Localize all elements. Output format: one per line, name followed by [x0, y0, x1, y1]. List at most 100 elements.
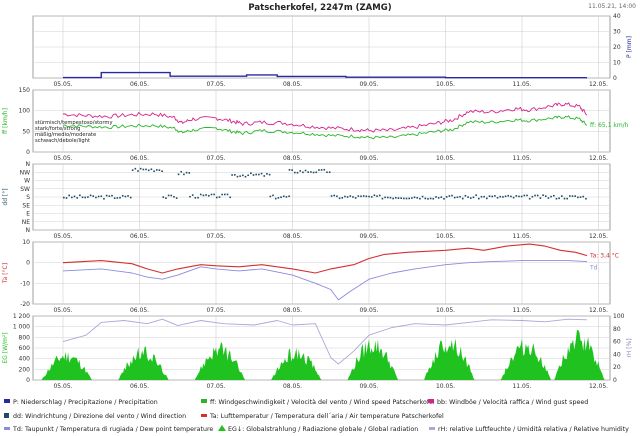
x-tick-label: 05.05. [53, 307, 72, 314]
plot-area [32, 241, 611, 305]
direction-point [81, 196, 84, 199]
legend-swatch-humidity [429, 427, 435, 430]
direction-point [459, 195, 461, 198]
direction-point [424, 197, 427, 200]
direction-point [336, 195, 338, 198]
direction-point [299, 170, 301, 172]
direction-point [561, 195, 563, 197]
direction-point [360, 195, 362, 198]
direction-point [357, 195, 360, 197]
direction-point [397, 197, 400, 199]
direction-point [507, 194, 510, 197]
direction-point [288, 195, 290, 198]
direction-point [381, 197, 384, 200]
direction-point [252, 174, 255, 176]
x-tick-label: 09.05. [359, 155, 378, 162]
direction-point [137, 170, 139, 172]
x-tick-label: 10.05. [436, 383, 455, 390]
x-tick-label: 07.05. [206, 383, 225, 390]
direction-point [239, 175, 241, 177]
direction-point [413, 196, 416, 199]
x-tick-label: 08.05. [283, 233, 302, 240]
direction-point [386, 196, 389, 199]
direction-point [504, 195, 507, 198]
direction-point [131, 169, 134, 171]
y-tick-label: SW [20, 186, 30, 193]
direction-point [496, 196, 499, 199]
y-tick-label: -20 [20, 301, 30, 308]
direction-point [84, 196, 87, 199]
direction-point [344, 195, 346, 198]
direction-point [486, 197, 488, 200]
direction-point [242, 174, 244, 177]
x-tick-label: 10.05. [436, 233, 455, 240]
x-tick-label: 10.05. [436, 307, 455, 314]
temperature-panel: 05.05. 06.05. 07.05. 08.05. 09.05. 10.05. 11.0… [2, 239, 619, 314]
direction-point [403, 197, 405, 200]
x-tick-label: 05.05. [53, 81, 72, 88]
direction-point [563, 197, 566, 200]
direction-point [260, 172, 263, 175]
radiation-day-area [424, 338, 475, 380]
y-tick-label: SE [22, 202, 30, 209]
x-tick-label: 12.05. [589, 233, 608, 240]
direction-point [443, 197, 445, 200]
direction-point [121, 194, 124, 197]
direction-point [129, 196, 132, 199]
direction-point [250, 172, 252, 175]
direction-point [202, 194, 205, 197]
direction-point [579, 196, 582, 198]
direction-point [531, 195, 534, 198]
direction-point [229, 196, 231, 199]
gust-series-line [62, 102, 588, 133]
direction-point [574, 195, 577, 197]
direction-point [528, 197, 531, 200]
x-tick-label: 09.05. [359, 307, 378, 314]
direction-point [97, 195, 100, 198]
direction-point [480, 195, 483, 198]
wind-level-label: stürmisch/tempestoso/stormy [35, 120, 113, 126]
direction-point [124, 195, 127, 198]
direction-point [221, 193, 223, 196]
direction-point [320, 169, 323, 171]
x-tick-label: 06.05. [130, 155, 149, 162]
direction-point [95, 196, 97, 199]
direction-point [142, 168, 145, 171]
direction-point [296, 171, 299, 174]
radiation-day-area [554, 329, 605, 380]
direction-point [255, 173, 257, 176]
direction-point [451, 194, 453, 197]
y-tick-label: N [26, 161, 31, 168]
direction-point [440, 196, 443, 199]
direction-point [226, 193, 229, 196]
direction-point [108, 195, 111, 197]
direction-point [536, 194, 539, 197]
y-tick-label-right: 40 [613, 351, 621, 358]
legend-label-precip: P: Niederschlag / Precipitazione / Preci… [13, 399, 158, 406]
direction-point [165, 197, 167, 200]
direction-point [491, 195, 493, 198]
direction-point [282, 195, 285, 198]
timestamp: 11.05.21, 14:00 [588, 3, 636, 10]
direction-point [68, 194, 70, 197]
direction-point [119, 196, 121, 199]
y-tick-label: 0 [26, 149, 30, 156]
x-tick-label: 05.05. [53, 155, 72, 162]
y-tick-label-right: 100 [613, 313, 625, 320]
direction-point [512, 196, 515, 199]
x-tick-label: 05.05. [53, 233, 72, 240]
x-tick-label: 12.05. [589, 307, 608, 314]
x-tick-label: 11.05. [512, 155, 531, 162]
direction-point [416, 197, 419, 199]
direction-point [207, 194, 210, 197]
y-tick-label: 20 [613, 44, 621, 51]
humidity-series-line [62, 318, 588, 365]
direction-point [188, 172, 191, 174]
radiation-day-area [500, 338, 552, 380]
direction-point [71, 196, 73, 199]
direction-point [79, 194, 81, 197]
direction-point [520, 195, 523, 198]
direction-point [499, 195, 502, 198]
direction-point [199, 193, 202, 196]
y-tick-label: S [26, 194, 30, 201]
